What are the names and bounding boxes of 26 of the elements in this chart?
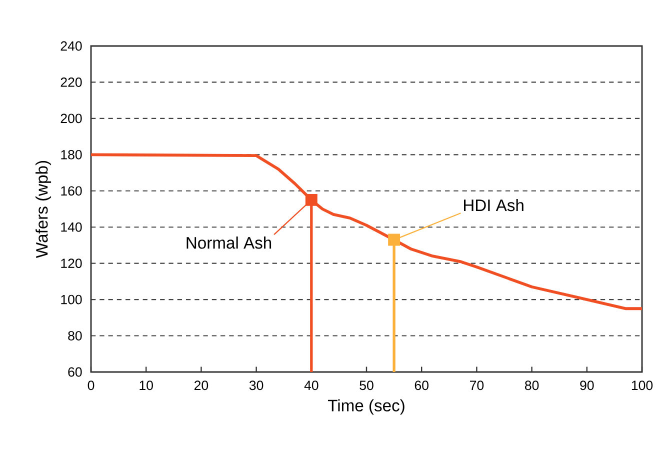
x-tick-label: 90 [580, 380, 594, 390]
y-tick-label: 200 [60, 114, 82, 124]
y-tick-label: 240 [60, 41, 82, 51]
y-tick-label: 160 [61, 186, 82, 196]
y-tick-label: 120 [61, 258, 82, 268]
x-tick-label: 60 [414, 380, 428, 390]
x-tick-label: 50 [360, 380, 374, 390]
y-tick-label: 140 [61, 222, 82, 232]
text: HDI Ash [464, 198, 524, 212]
x-tick-label: 80 [525, 380, 539, 390]
x-tick-label: 20 [194, 380, 208, 390]
y-axis-title: Wafers (wpb) [36, 161, 52, 258]
x-tick-label: 40 [304, 380, 318, 390]
y-tick-label: 100 [61, 294, 82, 304]
y-tick-label: 180 [61, 150, 82, 160]
x-tick-label: 0 [88, 380, 94, 390]
y-tick-label: 60 [68, 367, 82, 377]
y-tick-label: 80 [68, 331, 82, 340]
x-tick-label: 30 [249, 380, 264, 390]
x-tick-label: 10 [140, 380, 153, 390]
text: Normal Ash [186, 236, 272, 249]
x-tick-label: 100 [632, 380, 653, 390]
y-tick-label: 220 [60, 78, 82, 87]
x-tick-label: 70 [470, 380, 484, 390]
line-series [91, 153, 642, 310]
x-axis-title: Time (sec) [328, 399, 404, 415]
